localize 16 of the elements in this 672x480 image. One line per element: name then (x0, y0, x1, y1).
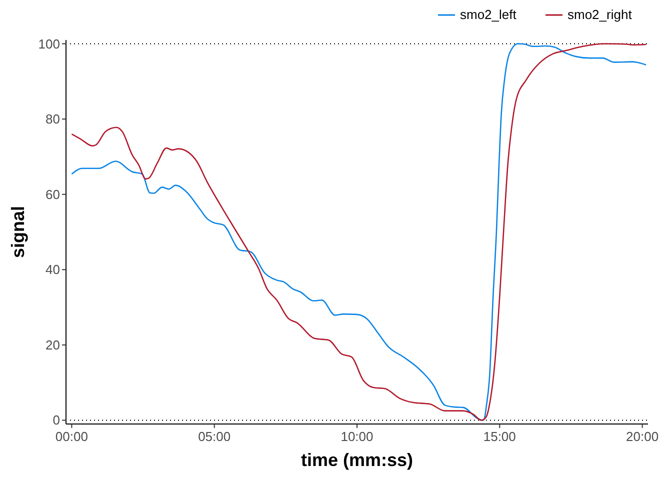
y-tick-label: 60 (46, 186, 60, 202)
y-tick-label: 20 (46, 337, 60, 352)
x-tick-label: 15:00 (483, 429, 516, 444)
x-axis-title: time (mm:ss) (300, 450, 414, 470)
line-series (71, 43, 647, 421)
legend-label: smo2_left (460, 7, 517, 22)
legend-label: smo2_right (568, 7, 632, 22)
x-tick-label: 00:00 (55, 429, 88, 444)
x-tick-label: 20:00 (626, 429, 659, 444)
y-tick-label: 40 (46, 262, 60, 278)
x-tick-label: 05:00 (198, 429, 231, 444)
y-tick-label: 80 (46, 112, 60, 127)
x-tick-label: 10:00 (340, 429, 374, 444)
y-tick-label: 0 (52, 412, 60, 428)
y-axis-title: signal (8, 206, 28, 258)
y-tick-label: 100 (38, 36, 60, 52)
